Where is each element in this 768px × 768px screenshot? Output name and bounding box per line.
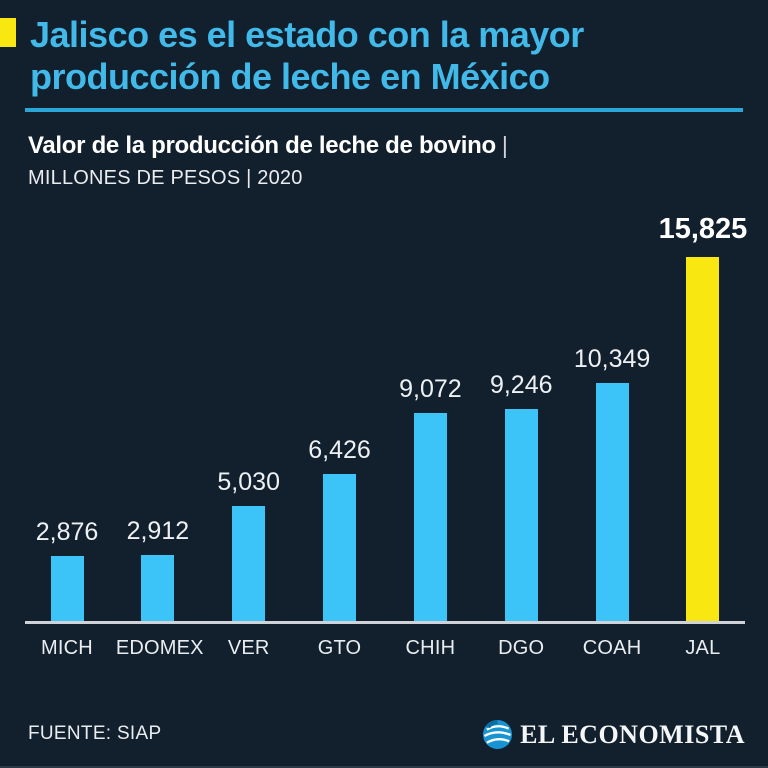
el-economista-logo-icon	[482, 719, 513, 750]
subtitle-separator: |	[501, 132, 508, 158]
bar-group-edomex: 2,912	[116, 517, 200, 622]
bar-gto	[323, 474, 357, 622]
bar-chart: 2,876 2,912 5,030 6,426 9,072 9,246 10,3…	[25, 0, 748, 622]
bar-value-label: 9,246	[489, 371, 553, 399]
brand-name: EL ECONOMISTA	[520, 719, 745, 749]
x-axis-labels: MICH EDOMEX VER GTO CHIH DGO COAH JAL	[25, 637, 745, 660]
x-label-gto: GTO	[317, 637, 362, 659]
x-axis-line	[25, 621, 745, 624]
bar-mich	[50, 556, 84, 622]
bar-group-gto: 6,426	[298, 436, 382, 622]
bar-value-label: 5,030	[217, 468, 280, 496]
x-label-mich: MICH	[41, 637, 93, 659]
bottom-edge-line	[0, 766, 768, 768]
bar-group-mich: 2,876	[25, 518, 109, 622]
chart-units-label: MILLONES DE PESOS | 2020	[28, 167, 303, 189]
bar-jal	[686, 257, 720, 622]
bar-value-label: 2,876	[35, 518, 99, 546]
chart-subtitle: Valor de la producción de leche de bovin…	[28, 132, 508, 160]
bar-group-jal: 15,825	[658, 213, 748, 622]
accent-square	[0, 18, 16, 47]
bar-group-ver: 5,030	[207, 468, 291, 622]
source-label: FUENTE: SIAP	[28, 723, 162, 744]
bar-value-label: 9,072	[399, 375, 462, 403]
x-label-chih: CHIH	[405, 637, 456, 659]
x-label-jal: JAL	[685, 637, 721, 659]
chart-subtitle-text: Valor de la producción de leche de bovin…	[28, 132, 496, 159]
bar-value-label-highlight: 15,825	[658, 213, 748, 245]
bar-ver	[232, 506, 266, 622]
bar-value-label: 2,912	[126, 517, 190, 545]
x-label-edomex: EDOMEX	[115, 637, 204, 659]
bar-value-label: 6,426	[308, 436, 371, 464]
x-label-coah: COAH	[582, 637, 642, 659]
el-economista-logo: EL ECONOMISTA	[482, 719, 745, 750]
bar-chih	[413, 413, 447, 622]
bar-group-chih: 9,072	[388, 375, 472, 622]
bar-edomex	[141, 555, 175, 622]
bar-value-label: 10,349	[573, 345, 651, 373]
title-divider	[25, 108, 743, 112]
bar-coah	[595, 383, 629, 622]
x-label-dgo: DGO	[498, 637, 545, 659]
bar-group-dgo: 9,246	[479, 371, 563, 622]
x-label-ver: VER	[227, 637, 270, 659]
bar-dgo	[504, 409, 538, 622]
page-title: Jalisco es el estado con la mayor produc…	[30, 14, 584, 97]
bar-group-coah: 10,349	[570, 345, 654, 622]
